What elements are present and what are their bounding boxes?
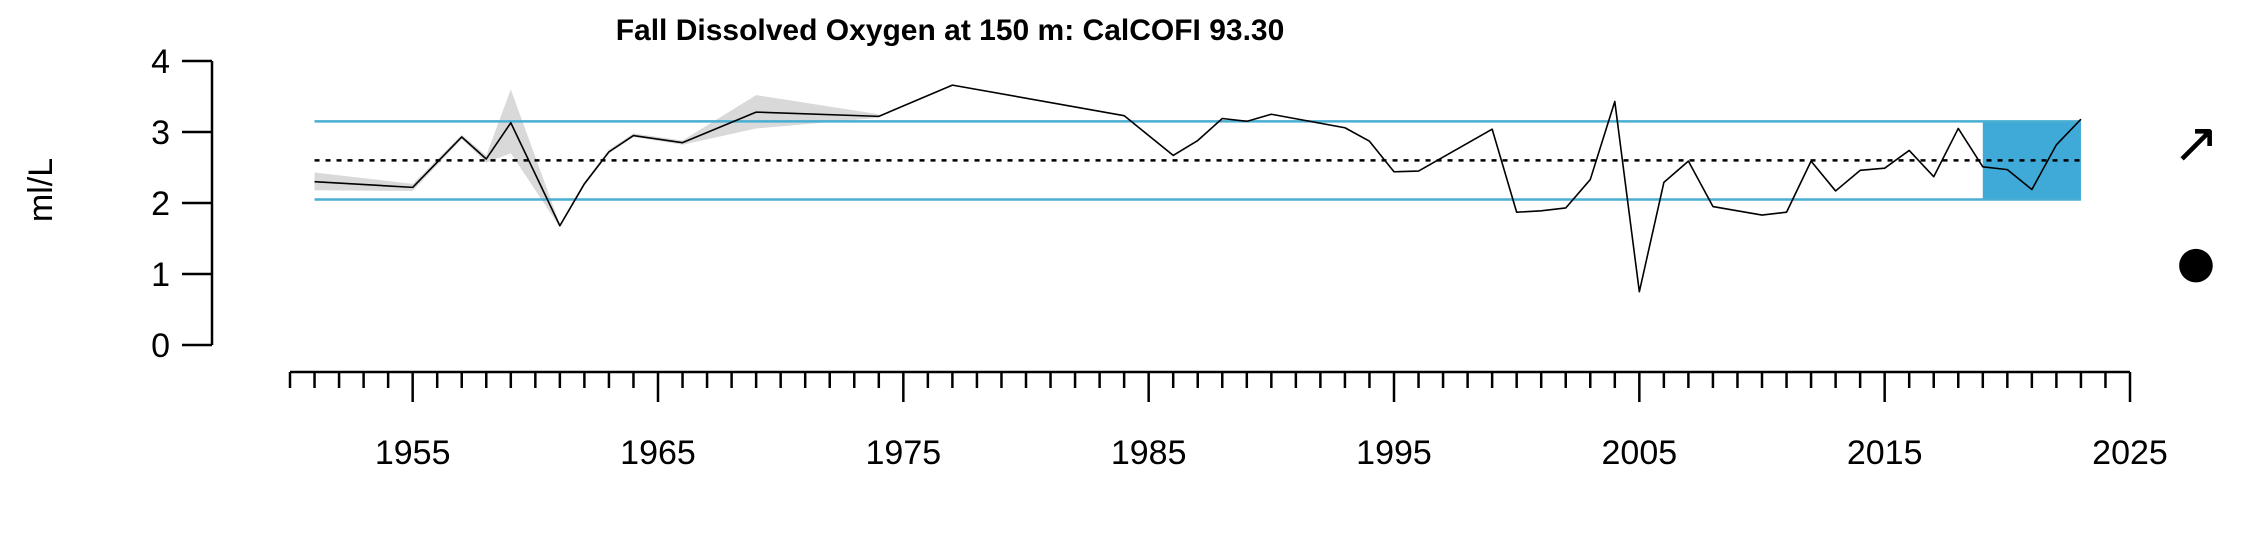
- trend-arrow-icon: ↗: [2173, 111, 2220, 176]
- y-tick-label: 2: [151, 185, 170, 223]
- y-tick-label: 4: [151, 43, 170, 81]
- x-tick-label: 2025: [2092, 434, 2168, 472]
- x-tick-label: 1975: [866, 434, 942, 472]
- y-tick-label: 1: [151, 256, 170, 294]
- plot-area: [314, 84, 2082, 293]
- x-tick-label: 1955: [375, 434, 451, 472]
- x-tick-label: 1985: [1111, 434, 1187, 472]
- x-tick-label: 1995: [1356, 434, 1432, 472]
- axes: 0 1 2 3 4 1955 1965 1975 1985 1995 2005 2015 2025: [151, 43, 2168, 472]
- chart-title: Fall Dissolved Oxygen at 150 m: CalCOFI …: [616, 14, 1285, 47]
- y-tick-label: 3: [151, 114, 170, 152]
- x-tick-label: 2005: [1602, 434, 1678, 472]
- uncertainty-band: [314, 89, 879, 228]
- series-line: [314, 84, 2082, 293]
- status-dot-icon: ●: [2177, 237, 2215, 288]
- x-tick-label: 2015: [1847, 434, 1923, 472]
- y-axis-label: ml/L: [22, 158, 60, 222]
- x-tick-label: 1965: [620, 434, 696, 472]
- y-tick-label: 0: [151, 327, 170, 365]
